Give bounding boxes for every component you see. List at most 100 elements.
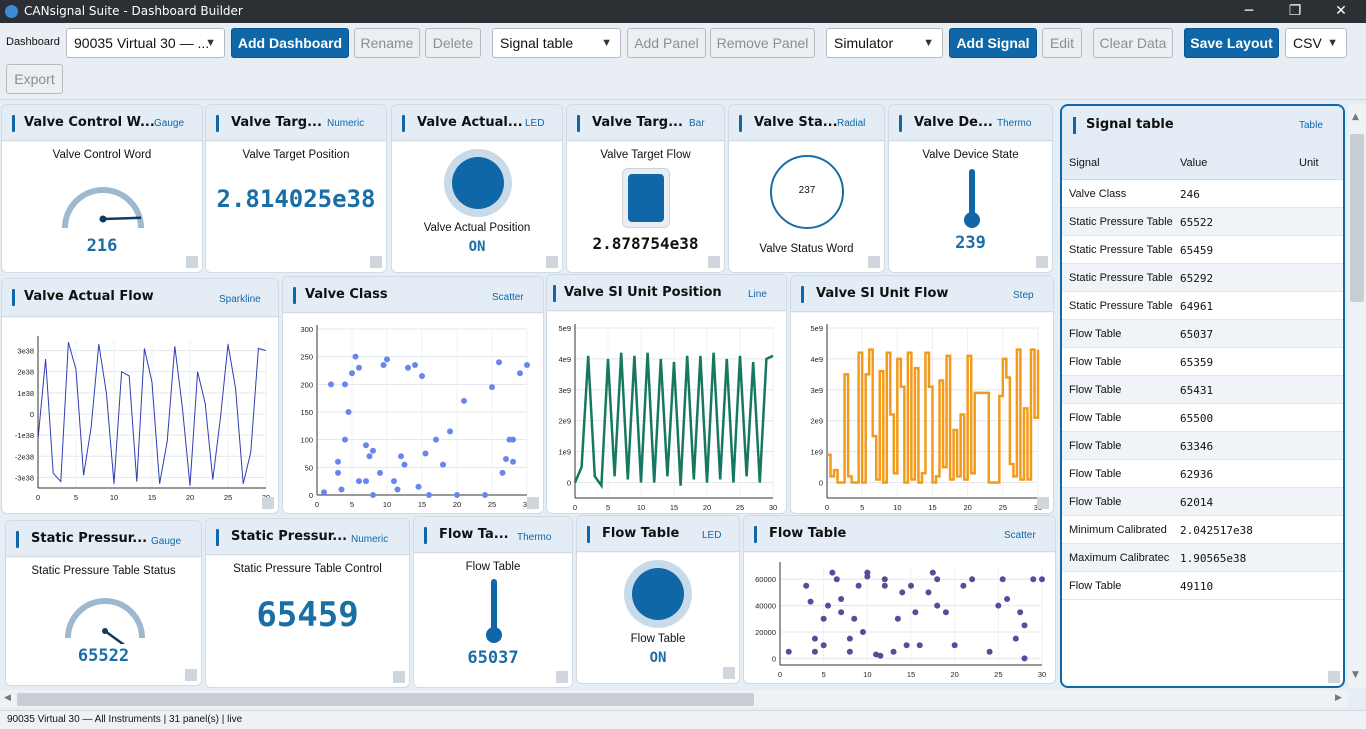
- panel-valve-si-unit-position[interactable]: Valve SI Unit Position Line 5e9 4e9 3e9 2e9 1…: [546, 274, 787, 514]
- resize-handle[interactable]: [393, 671, 405, 683]
- dashboard-select[interactable]: 90035 Virtual 30 — ... ▼: [66, 28, 225, 58]
- table-row[interactable]: Static Pressure Table 65292: [1062, 264, 1343, 292]
- panel-header: Signal table Table: [1062, 106, 1343, 146]
- panel-type: Scatter: [1004, 530, 1036, 541]
- add-panel-button[interactable]: Add Panel: [627, 28, 706, 58]
- vertical-scrollbar[interactable]: ▲ ▼: [1348, 104, 1366, 688]
- resize-handle[interactable]: [185, 669, 197, 681]
- rename-button[interactable]: Rename: [354, 28, 420, 58]
- x-tick-label: 5: [860, 503, 864, 512]
- table-row[interactable]: Flow Table 65037: [1062, 320, 1343, 348]
- resize-handle[interactable]: [546, 256, 558, 268]
- data-point: [489, 384, 495, 391]
- panel-valve-si-unit-flow[interactable]: Valve SI Unit Flow Step 5e9 4e9 3e9 2e9 1e9 0 0…: [790, 275, 1054, 514]
- data-point: [398, 453, 404, 460]
- table-row[interactable]: Flow Table 65431: [1062, 376, 1343, 404]
- scroll-right-icon[interactable]: ▶: [1335, 693, 1342, 703]
- source-select[interactable]: Simulator ▼: [826, 28, 943, 58]
- panel-valve-actual-position[interactable]: Valve Actual... LED Valve Actual Position…: [391, 104, 563, 273]
- panel-type: Thermo: [517, 532, 552, 543]
- panel-static-pressure-status[interactable]: Static Pressur... Gauge Static Pressure T…: [5, 520, 202, 686]
- delete-button[interactable]: Delete: [425, 28, 481, 58]
- panel-type-select[interactable]: Signal table ▼: [492, 28, 621, 58]
- column-header[interactable]: Value: [1180, 157, 1208, 169]
- panel-valve-class[interactable]: Valve Class Scatter 0 50 100 150 200 250 300 0 5 1…: [282, 276, 544, 514]
- thermo-value: 65037: [467, 648, 519, 668]
- accent-bar: [801, 286, 804, 303]
- restore-button[interactable]: ❐: [1288, 3, 1302, 19]
- resize-handle[interactable]: [868, 256, 880, 268]
- panel-valve-device-state[interactable]: Valve De... Thermo Valve Device State 239: [888, 104, 1053, 273]
- panel-valve-target-position[interactable]: Valve Targ... Numeric Valve Target Positi…: [205, 104, 387, 273]
- export-button[interactable]: Export: [6, 64, 63, 94]
- edit-button[interactable]: Edit: [1042, 28, 1082, 58]
- scroll-down-icon[interactable]: ▼: [1352, 670, 1359, 680]
- table-row[interactable]: Valve Class 246: [1062, 180, 1343, 208]
- panel-static-pressure-control[interactable]: Static Pressur... Numeric Static Pressure…: [205, 518, 410, 688]
- resize-handle[interactable]: [186, 256, 198, 268]
- table-row[interactable]: Static Pressure Table 65459: [1062, 236, 1343, 264]
- remove-panel-button[interactable]: Remove Panel: [710, 28, 815, 58]
- panel-body: Valve Target Flow 2.878754e38: [567, 142, 724, 272]
- add-signal-button[interactable]: Add Signal: [949, 28, 1037, 58]
- resize-handle[interactable]: [1037, 497, 1049, 509]
- data-point: [864, 569, 871, 576]
- panel-header: Valve Class Scatter: [283, 277, 543, 313]
- panel-header: Valve Actual... LED: [392, 105, 562, 141]
- scrollbar-thumb[interactable]: [17, 693, 754, 706]
- scatter-chart: 050100150200250300051015202530: [300, 325, 531, 509]
- y-tick-label: 60000: [755, 575, 776, 584]
- resize-handle[interactable]: [723, 667, 735, 679]
- table-row[interactable]: Maximum Calibratec 1.90565e38: [1062, 544, 1343, 572]
- panel-flow-table-thermo[interactable]: Flow Ta... Thermo Flow Table 65037: [413, 516, 573, 688]
- resize-handle[interactable]: [1328, 671, 1340, 683]
- panel-flow-table-scatter[interactable]: Flow Table Scatter 0 20000 40000 60000 0 5 10 15…: [743, 515, 1056, 684]
- table-row[interactable]: Flow Table 65500: [1062, 404, 1343, 432]
- panel-title: Signal table: [1086, 117, 1174, 132]
- format-select[interactable]: CSV ▼: [1285, 28, 1347, 58]
- led-indicator: [632, 568, 684, 620]
- minimize-button[interactable]: ─: [1244, 3, 1254, 19]
- panel-signal-table[interactable]: Signal table Table Signal Value Unit Val…: [1060, 104, 1345, 688]
- panel-valve-status-word[interactable]: Valve Sta... Radial 237 Valve Status Word: [728, 104, 885, 273]
- save-layout-button[interactable]: Save Layout: [1184, 28, 1279, 58]
- panel-valve-control-word[interactable]: Valve Control W... Gauge Valve Control Wo…: [1, 104, 203, 273]
- resize-handle[interactable]: [1036, 256, 1048, 268]
- series-line: [827, 348, 1040, 484]
- horizontal-scrollbar[interactable]: ◀ ▶: [0, 690, 1348, 708]
- resize-handle[interactable]: [370, 256, 382, 268]
- table-row[interactable]: Static Pressure Table 65522: [1062, 208, 1343, 236]
- data-point: [342, 436, 348, 443]
- resize-handle[interactable]: [527, 497, 539, 509]
- resize-handle[interactable]: [556, 671, 568, 683]
- panel-body: Valve Device State 239: [889, 142, 1052, 272]
- panel-valve-actual-flow[interactable]: Valve Actual Flow Sparkline 3e38 2e38 1e38 0…: [1, 278, 279, 514]
- x-tick-label: 0: [778, 670, 782, 679]
- table-row[interactable]: Flow Table 65359: [1062, 348, 1343, 376]
- bar-label: Valve Target Flow: [600, 149, 691, 161]
- x-tick-label: 10: [893, 503, 901, 512]
- column-header[interactable]: Signal: [1069, 157, 1100, 169]
- scroll-up-icon[interactable]: ▲: [1352, 112, 1359, 122]
- close-button[interactable]: ✕: [1335, 3, 1347, 19]
- scroll-left-icon[interactable]: ◀: [4, 693, 11, 703]
- data-point: [986, 648, 993, 655]
- clear-data-button[interactable]: Clear Data: [1093, 28, 1173, 58]
- column-header[interactable]: Unit: [1299, 157, 1319, 169]
- panel-body: Flow Table 65037: [414, 554, 572, 687]
- resize-handle[interactable]: [708, 256, 720, 268]
- table-row[interactable]: Flow Table 62014: [1062, 488, 1343, 516]
- scrollbar-thumb[interactable]: [1350, 134, 1364, 302]
- table-row[interactable]: Static Pressure Table 64961: [1062, 292, 1343, 320]
- table-row[interactable]: Minimum Calibrated 2.042517e38: [1062, 516, 1343, 544]
- table-row[interactable]: Flow Table 63346: [1062, 432, 1343, 460]
- panel-valve-target-flow[interactable]: Valve Targ... Bar Valve Target Flow 2.878…: [566, 104, 725, 273]
- resize-handle[interactable]: [262, 497, 274, 509]
- panel-flow-table-led[interactable]: Flow Table LED Flow Table ON: [576, 515, 740, 684]
- y-tick-label: 20000: [755, 628, 776, 637]
- table-row[interactable]: Flow Table 62936: [1062, 460, 1343, 488]
- table-row[interactable]: Flow Table 49110: [1062, 572, 1343, 600]
- signal-value: 63346: [1180, 440, 1214, 453]
- add-dashboard-button[interactable]: Add Dashboard: [231, 28, 349, 58]
- panel-body: Valve Control Word 216: [2, 142, 202, 272]
